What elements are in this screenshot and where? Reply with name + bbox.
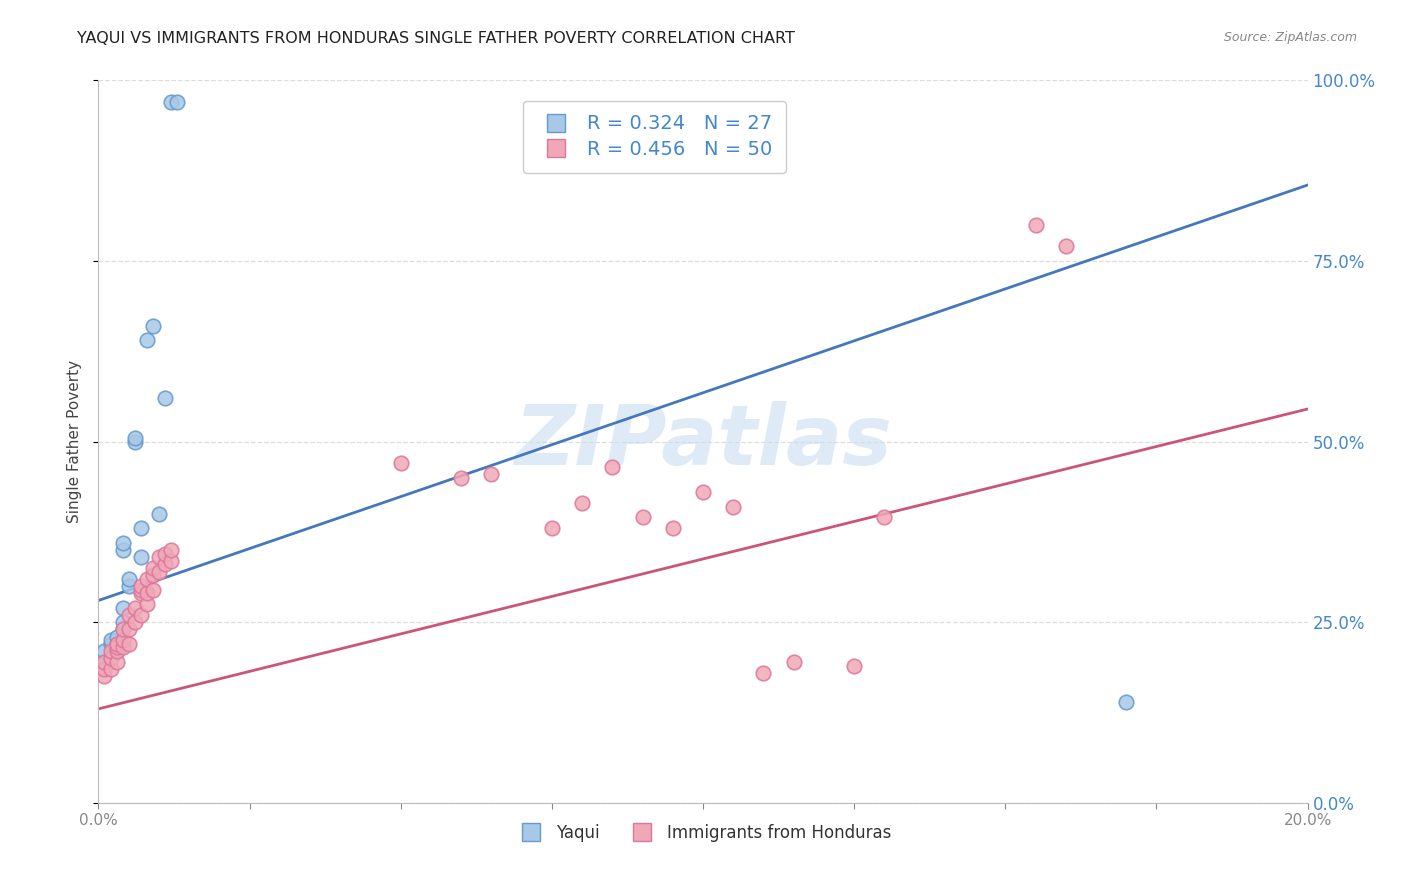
Point xyxy=(105,655,128,669)
Point xyxy=(160,554,183,568)
Point xyxy=(129,607,152,622)
Point xyxy=(100,644,122,658)
Text: ZIPatlas: ZIPatlas xyxy=(515,401,891,482)
Point xyxy=(111,542,134,557)
Point xyxy=(148,507,170,521)
Point xyxy=(105,630,128,644)
Legend: Yaqui, Immigrants from Honduras: Yaqui, Immigrants from Honduras xyxy=(508,817,898,848)
Point xyxy=(93,655,115,669)
Point xyxy=(571,496,593,510)
Point xyxy=(129,579,152,593)
Point xyxy=(93,655,115,669)
Point xyxy=(1024,218,1046,232)
Point xyxy=(135,572,157,586)
Point xyxy=(111,535,134,549)
Point xyxy=(142,568,165,582)
Point xyxy=(105,637,128,651)
Point xyxy=(100,651,122,665)
Point xyxy=(142,561,165,575)
Point xyxy=(100,637,122,651)
Point xyxy=(844,658,866,673)
Point xyxy=(100,651,122,665)
Point xyxy=(118,623,141,637)
Point xyxy=(124,600,146,615)
Point xyxy=(723,500,745,514)
Point xyxy=(105,644,128,658)
Point xyxy=(153,547,176,561)
Point xyxy=(142,318,165,333)
Point xyxy=(118,579,141,593)
Point xyxy=(135,586,157,600)
Point xyxy=(1115,695,1137,709)
Point xyxy=(124,615,146,630)
Point xyxy=(481,467,503,481)
Point xyxy=(148,550,170,565)
Y-axis label: Single Father Poverty: Single Father Poverty xyxy=(67,360,83,523)
Point xyxy=(129,586,152,600)
Point xyxy=(118,607,141,622)
Point xyxy=(153,391,176,405)
Point xyxy=(93,662,115,676)
Point xyxy=(692,485,714,500)
Point xyxy=(160,542,183,557)
Point xyxy=(93,644,115,658)
Point xyxy=(389,456,412,470)
Point xyxy=(142,582,165,597)
Point xyxy=(111,623,134,637)
Point xyxy=(105,637,128,651)
Point xyxy=(105,644,128,658)
Point xyxy=(100,633,122,648)
Point xyxy=(111,615,134,630)
Text: Source: ZipAtlas.com: Source: ZipAtlas.com xyxy=(1223,31,1357,45)
Point xyxy=(661,521,683,535)
Point xyxy=(118,572,141,586)
Point xyxy=(124,431,146,445)
Point xyxy=(111,600,134,615)
Point xyxy=(111,633,134,648)
Point xyxy=(873,510,896,524)
Point xyxy=(160,95,183,109)
Point xyxy=(100,662,122,676)
Point xyxy=(129,521,152,535)
Point xyxy=(148,565,170,579)
Point xyxy=(631,510,654,524)
Point xyxy=(111,623,134,637)
Point xyxy=(783,655,806,669)
Point xyxy=(602,459,624,474)
Point xyxy=(129,550,152,565)
Point xyxy=(93,669,115,683)
Point xyxy=(129,582,152,597)
Point xyxy=(105,640,128,655)
Point xyxy=(135,597,157,611)
Point xyxy=(752,665,775,680)
Text: YAQUI VS IMMIGRANTS FROM HONDURAS SINGLE FATHER POVERTY CORRELATION CHART: YAQUI VS IMMIGRANTS FROM HONDURAS SINGLE… xyxy=(77,31,796,46)
Point xyxy=(450,470,472,484)
Point xyxy=(118,637,141,651)
Point xyxy=(153,558,176,572)
Point xyxy=(540,521,562,535)
Point xyxy=(166,95,188,109)
Point xyxy=(124,434,146,449)
Point xyxy=(135,334,157,348)
Point xyxy=(1054,239,1077,253)
Point xyxy=(105,640,128,655)
Point xyxy=(111,640,134,655)
